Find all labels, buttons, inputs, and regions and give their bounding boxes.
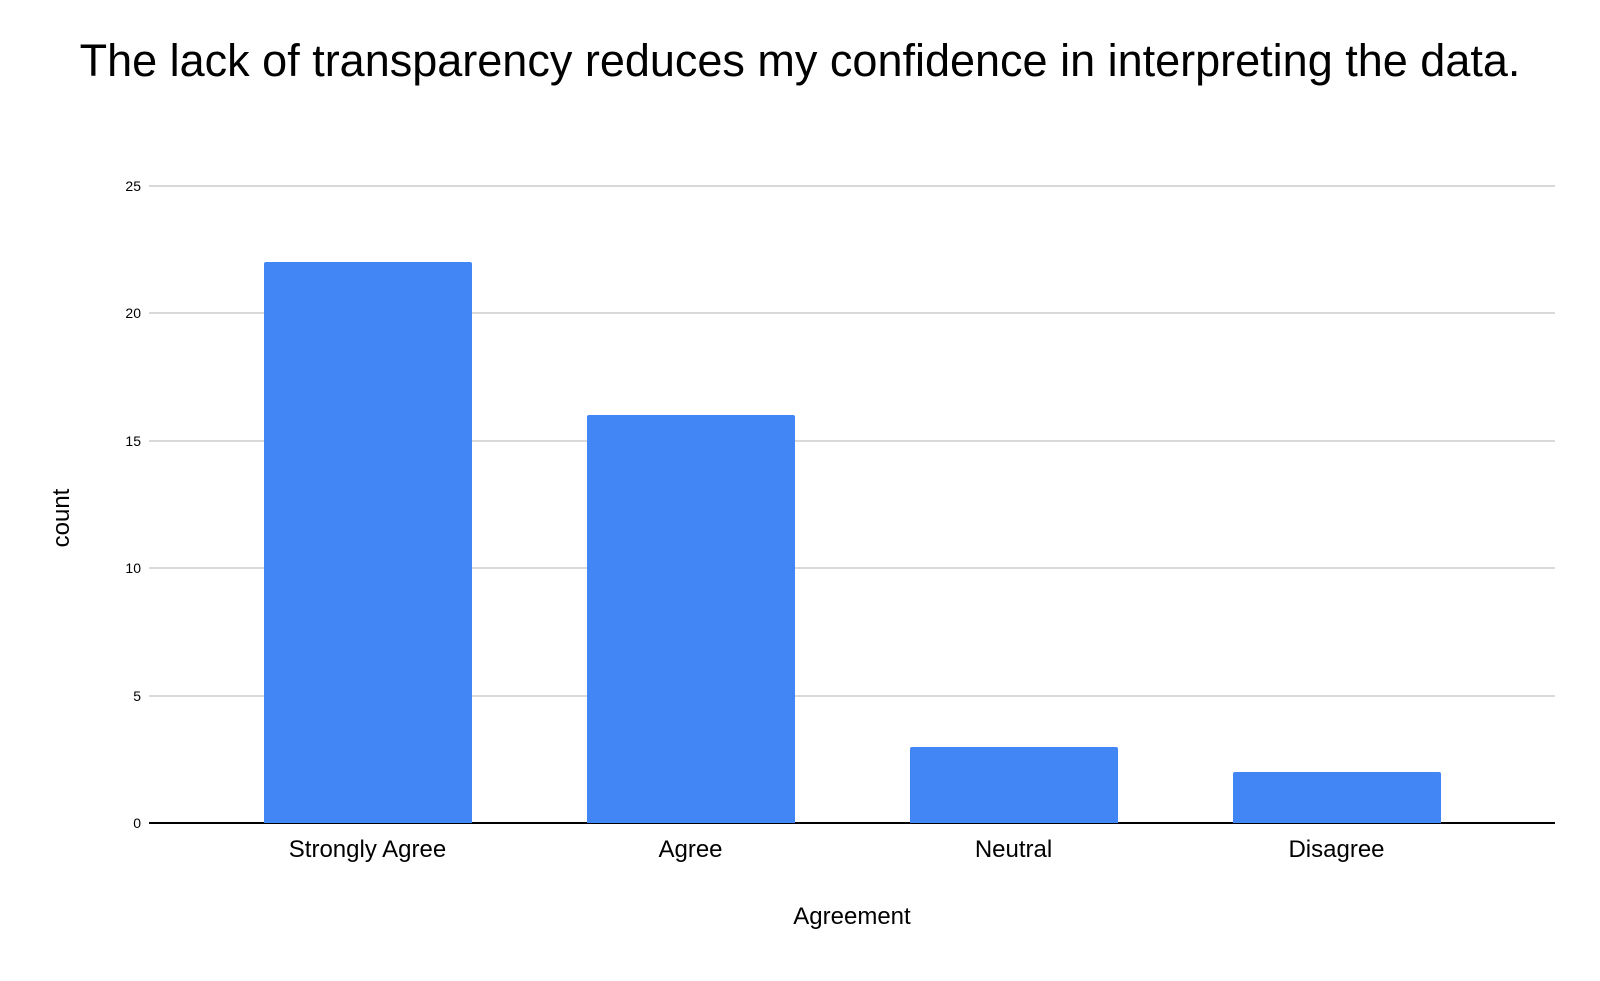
y-tick-label: 0 <box>133 815 141 831</box>
gridline <box>149 312 1555 315</box>
bar-agree <box>586 415 795 823</box>
y-axis-title: count <box>48 488 75 548</box>
y-tick-label: 5 <box>133 687 141 704</box>
y-tick-label: 15 <box>125 432 141 449</box>
gridline <box>149 185 1555 187</box>
gridline <box>149 439 1555 442</box>
x-axis-title: Agreement <box>793 903 911 930</box>
bar-neutral <box>909 746 1118 823</box>
gridline <box>149 694 1555 697</box>
bar-strongly-agree <box>263 262 472 823</box>
gridline <box>149 567 1555 570</box>
y-tick-label: 20 <box>125 305 141 322</box>
x-category-label: Strongly Agree <box>288 836 447 863</box>
y-tick-label: 25 <box>125 178 141 194</box>
x-category-label: Disagree <box>1288 836 1385 863</box>
plot-area: 0 5 10 15 20 25 Strongly Agree Agree Neutral Disa… <box>125 178 1555 863</box>
x-category-label: Neutral <box>974 836 1053 863</box>
x-axis-line <box>149 822 1555 824</box>
x-category-label: Agree <box>658 836 723 863</box>
chart-title: The lack of transparency reduces my conf… <box>79 35 1521 86</box>
bar-disagree <box>1232 772 1441 823</box>
y-tick-label: 10 <box>125 560 141 577</box>
